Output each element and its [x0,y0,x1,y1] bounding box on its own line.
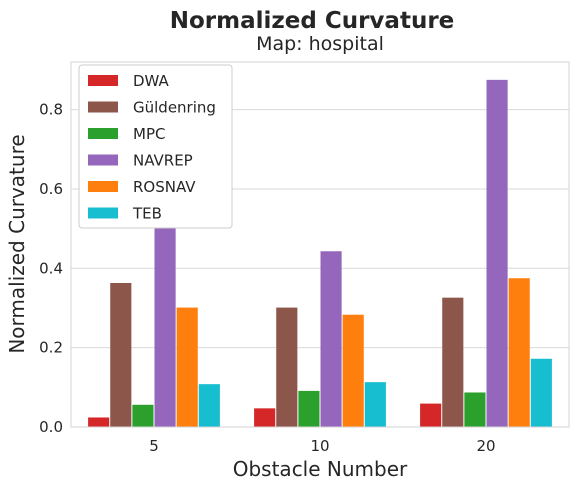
bars-layer [88,79,552,427]
bar [530,358,552,427]
chart-title: Normalized Curvature [170,8,455,34]
legend-swatch [88,101,118,113]
bar [342,314,364,427]
bar [154,224,176,427]
legend: DWA Güldenring MPC NAVREP ROSNAV TEB [78,64,233,229]
legend-swatch [88,154,118,166]
x-tick-label: 10 [310,437,329,455]
bar [420,403,442,427]
legend-items: DWA Güldenring MPC NAVREP ROSNAV TEB [88,72,216,223]
x-tick-labels: 5 10 20 [149,437,495,455]
y-tick-label: 0.2 [39,339,63,357]
legend-swatch [88,128,118,139]
bar [464,392,486,427]
bar [298,390,320,427]
y-tick-label: 0.0 [39,418,63,436]
x-tick-label: 20 [476,437,495,455]
chart-subtitle: Map: hospital [256,33,384,55]
bar [254,408,276,427]
y-axis-label: Normalized Curvature [5,134,29,353]
legend-label: Güldenring [133,99,216,117]
bar [176,307,198,427]
x-axis-label: Obstacle Number [233,457,408,481]
bar [198,384,220,427]
y-tick-label: 0.6 [39,180,63,198]
legend-swatch [88,207,118,219]
bar [320,251,342,427]
legend-label: NAVREP [133,152,193,170]
y-tick-labels: 0.0 0.2 0.4 0.6 0.8 [39,101,63,436]
bar [132,404,154,427]
legend-swatch [88,75,118,86]
bar [442,297,464,427]
bar [110,282,132,427]
legend-swatch [88,181,118,192]
plot-frame [70,61,570,428]
bar [276,307,298,427]
bar [364,382,386,427]
legend-label: TEB [132,205,162,223]
x-tick-label: 5 [149,437,159,455]
y-tick-label: 0.4 [39,259,63,277]
legend-label: ROSNAV [133,178,196,196]
bar [486,79,508,427]
bar [88,417,110,427]
y-tick-label: 0.8 [39,101,63,119]
bar [508,278,530,427]
legend-label: MPC [133,125,165,143]
legend-label: DWA [133,72,170,90]
